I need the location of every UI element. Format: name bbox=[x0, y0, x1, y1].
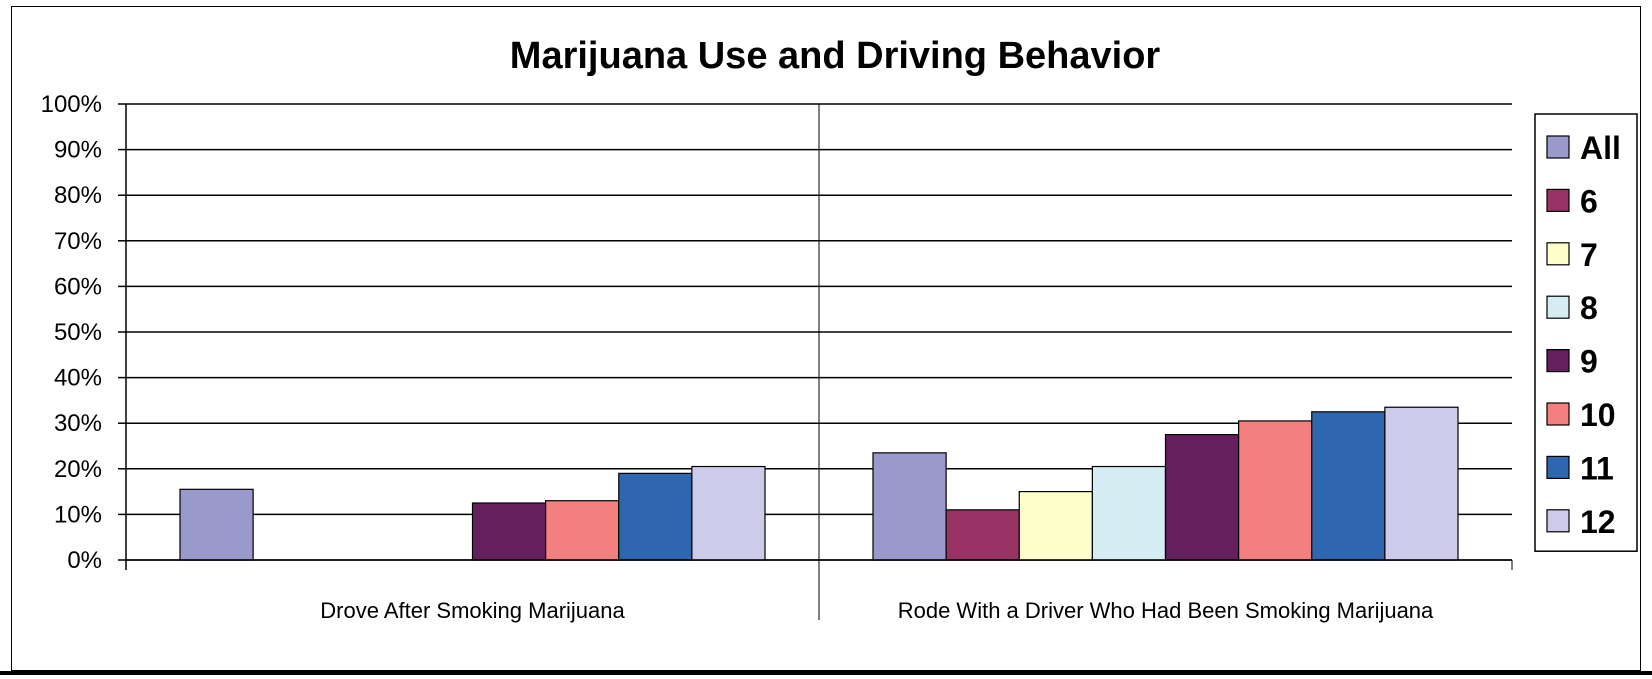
x-axis-categories: Drove After Smoking Marijuana Rode With a… bbox=[320, 598, 1434, 623]
y-tick-label: 90% bbox=[54, 137, 102, 164]
bar bbox=[179, 488, 254, 561]
y-tick-label: 30% bbox=[54, 410, 102, 437]
legend-swatch bbox=[1546, 295, 1570, 319]
y-tick-label: 100% bbox=[41, 91, 102, 118]
y-tick-label: 40% bbox=[54, 365, 102, 392]
legend-label: 11 bbox=[1580, 450, 1614, 486]
bar bbox=[1091, 465, 1167, 561]
x-category-label: Drove After Smoking Marijuana bbox=[320, 598, 625, 623]
y-tick-label: 70% bbox=[54, 228, 102, 255]
bars bbox=[179, 406, 1459, 561]
y-tick-label: 10% bbox=[54, 501, 102, 528]
legend-label: All bbox=[1580, 130, 1621, 166]
bar bbox=[1311, 411, 1386, 561]
legend-swatch bbox=[1546, 188, 1570, 212]
legend-swatch bbox=[1546, 242, 1570, 266]
legend-label: 12 bbox=[1580, 504, 1616, 540]
bar bbox=[945, 509, 1020, 561]
x-category-label: Rode With a Driver Who Had Been Smoking … bbox=[898, 598, 1434, 623]
bar bbox=[1238, 420, 1313, 561]
y-axis-ticks: 0% 10% 20% 30% 40% 50% 60% 70% 80% 90% 100% bbox=[41, 91, 126, 574]
bar bbox=[872, 452, 947, 561]
y-tick-label: 50% bbox=[54, 319, 102, 346]
bar bbox=[618, 472, 693, 561]
bottom-rule bbox=[0, 671, 1652, 675]
y-tick-label: 80% bbox=[54, 182, 102, 209]
y-tick-label: 0% bbox=[67, 547, 102, 574]
axes bbox=[125, 104, 1513, 620]
bar bbox=[471, 502, 547, 561]
legend: All 6 7 8 9 10 11 12 bbox=[1534, 113, 1638, 552]
bar bbox=[691, 465, 766, 561]
legend-label: 6 bbox=[1580, 183, 1598, 219]
legend-swatch bbox=[1546, 135, 1570, 159]
y-tick-label: 20% bbox=[54, 456, 102, 483]
legend-label: 9 bbox=[1580, 344, 1598, 380]
y-tick-label: 60% bbox=[54, 273, 102, 300]
bar bbox=[545, 500, 620, 561]
legend-swatch bbox=[1546, 509, 1570, 533]
legend-swatch bbox=[1546, 402, 1570, 426]
bar bbox=[1384, 406, 1459, 561]
chart-title: Marijuana Use and Driving Behavior bbox=[510, 35, 1161, 77]
legend-swatch bbox=[1546, 349, 1570, 373]
legend-label: 7 bbox=[1580, 237, 1598, 273]
bar bbox=[1164, 434, 1240, 561]
legend-label: 8 bbox=[1580, 290, 1598, 326]
bar bbox=[1018, 491, 1093, 561]
legend-label: 10 bbox=[1580, 397, 1616, 433]
legend-swatch bbox=[1546, 455, 1570, 479]
